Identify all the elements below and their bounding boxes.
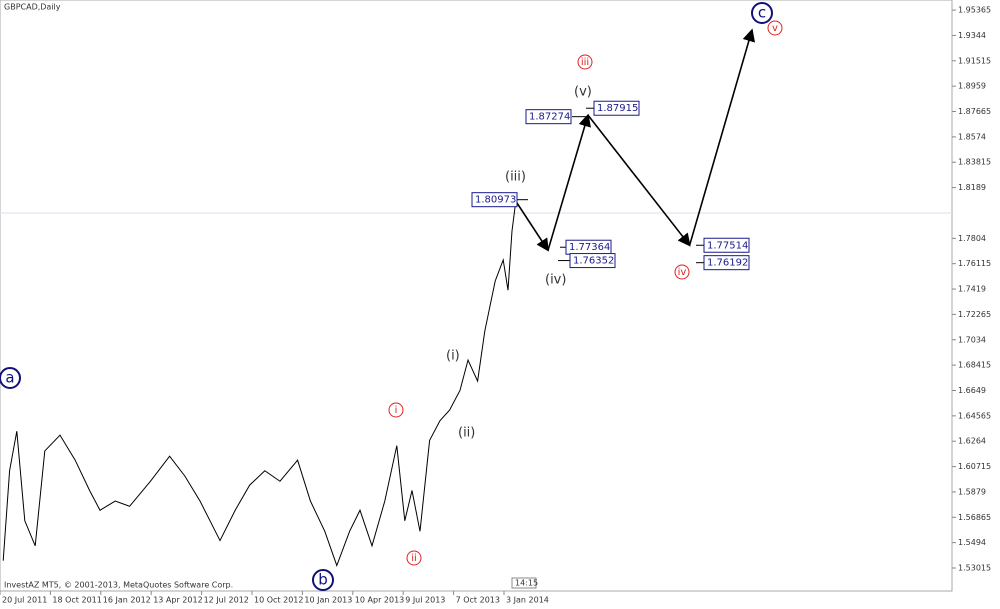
level-label: 1.77364 (569, 242, 610, 253)
level-label: 1.87274 (529, 112, 570, 123)
y-tick-label: 1.60715 (958, 462, 991, 471)
wave-label: iv (678, 267, 687, 278)
wave-circle (674, 264, 690, 280)
level-label: 1.76352 (573, 256, 614, 267)
x-tick-label: 10 Jan 2013 (304, 596, 352, 605)
price-line (2, 205, 516, 568)
level-label: 1.77514 (707, 240, 748, 251)
y-tick-label: 1.68415 (958, 361, 991, 370)
wave-circle (388, 402, 404, 418)
wave-label: (iii) (505, 170, 526, 185)
forecast-arrow (514, 199, 549, 252)
wave-circle (312, 569, 334, 591)
x-tick-label: 20 Jul 2011 (2, 596, 47, 605)
x-tick-label: 12 Jul 2012 (204, 596, 249, 605)
level-box (471, 192, 518, 208)
wave-label: c (758, 4, 766, 22)
level-box (569, 253, 616, 269)
level-label: 1.76192 (707, 258, 748, 269)
x-tick-label: 3 Jan 2014 (506, 596, 549, 605)
forecast-arrow (587, 114, 691, 247)
y-tick-label: 1.5879 (958, 487, 986, 496)
wave-label: ii (411, 553, 417, 564)
wave-label: (i) (446, 349, 460, 364)
level-box (703, 255, 750, 271)
y-tick-label: 1.8189 (958, 183, 986, 192)
y-tick-label: 1.8574 (958, 132, 986, 141)
y-tick-label: 1.56865 (958, 513, 991, 522)
wave-circle (767, 20, 783, 36)
y-tick-label: 1.64565 (958, 411, 991, 420)
clock-box (511, 577, 537, 589)
level-box (593, 100, 640, 116)
y-tick-label: 1.95365 (958, 6, 991, 15)
plot-area (0, 0, 953, 592)
level-label: 1.80973 (475, 195, 516, 206)
y-tick-label: 1.91515 (958, 56, 991, 65)
chart-title: GBPCAD,Daily (4, 3, 61, 12)
wave-label: iii (581, 57, 589, 68)
wave-label: a (5, 369, 14, 387)
y-tick-label: 1.7034 (958, 335, 986, 344)
wave-label: (ii) (458, 426, 475, 441)
wave-circle (751, 2, 773, 24)
y-tick-label: 1.83815 (958, 158, 991, 167)
x-tick-label: 9 Jul 2013 (405, 596, 445, 605)
forecast-arrow (547, 113, 591, 251)
wave-circle (0, 367, 21, 389)
y-tick-label: 1.87665 (958, 107, 991, 116)
y-tick-label: 1.8959 (958, 82, 986, 91)
y-tick-label: 1.7419 (958, 285, 986, 294)
wave-circle (577, 54, 593, 70)
wave-circle (406, 550, 422, 566)
y-tick-label: 1.9344 (958, 31, 986, 40)
y-tick-label: 1.72265 (958, 310, 991, 319)
footer: InvestAZ MT5, © 2001-2013, MetaQuotes So… (4, 581, 233, 590)
y-tick-label: 1.7804 (958, 234, 986, 243)
level-box (703, 237, 750, 253)
y-tick-label: 1.5494 (958, 538, 986, 547)
y-tick-label: 1.6264 (958, 437, 986, 446)
y-tick-label: 1.53015 (958, 564, 991, 573)
clock: 14:15 (515, 579, 538, 588)
y-tick-label: 1.6649 (958, 386, 986, 395)
x-tick-label: 7 Oct 2013 (456, 596, 500, 605)
x-tick-label: 10 Apr 2013 (355, 596, 404, 605)
y-tick-label: 1.76115 (958, 259, 991, 268)
forecast-arrow (688, 28, 756, 246)
wave-label: (v) (574, 85, 592, 100)
wave-label: v (772, 23, 778, 34)
x-tick-label: 16 Jan 2012 (103, 596, 151, 605)
wave-label: (iv) (545, 273, 566, 288)
level-label: 1.87915 (597, 103, 638, 114)
wave-label: i (395, 405, 398, 416)
level-box (525, 109, 572, 125)
x-tick-label: 10 Oct 2012 (254, 596, 303, 605)
x-tick-label: 18 Oct 2011 (52, 596, 101, 605)
wave-label: b (318, 571, 328, 589)
x-tick-label: 13 Apr 2012 (153, 596, 202, 605)
